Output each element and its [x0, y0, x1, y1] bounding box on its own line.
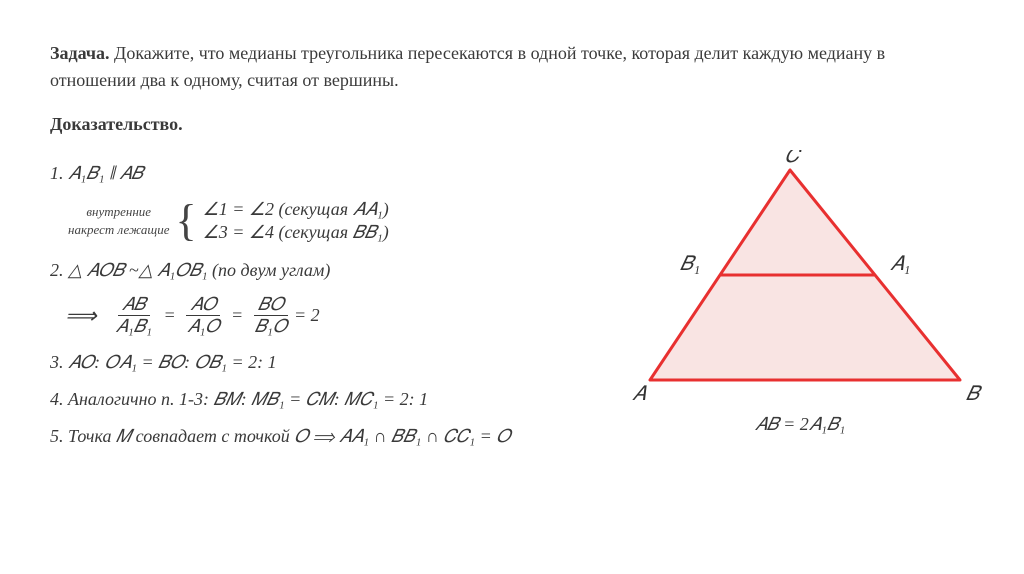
note-line-2: накрест лежащие	[68, 221, 169, 239]
fraction-3: 𝐵𝑂 𝐵₁𝑂	[251, 294, 291, 337]
svg-text:𝐶: 𝐶	[785, 150, 803, 167]
frac3-num: 𝐵𝑂	[254, 294, 288, 316]
content-container: 1. 𝐴₁𝐵₁ ∥ 𝐴𝐵 внутренние накрест лежащие …	[50, 150, 974, 460]
problem-label: Задача.	[50, 43, 110, 63]
svg-text:𝐵: 𝐵	[966, 383, 983, 405]
frac1-num: 𝐴𝐵	[118, 294, 150, 316]
triangle-diagram: 𝐶 𝐴 𝐵 𝐴₁ 𝐵₁	[610, 150, 990, 410]
eq-sign: =	[227, 305, 248, 326]
step-3: 3. 𝐴𝑂: 𝑂𝐴₁ = 𝐵𝑂: 𝑂𝐵₁ = 2: 1	[50, 349, 590, 376]
proof-column: 1. 𝐴₁𝐵₁ ∥ 𝐴𝐵 внутренние накрест лежащие …	[50, 150, 590, 460]
fraction-1: 𝐴𝐵 𝐴₁𝐵₁	[112, 294, 156, 337]
fraction-2: 𝐴𝑂 𝐴₁𝑂	[183, 294, 223, 337]
problem-statement: Задача. Докажите, что медианы треугольни…	[50, 40, 974, 94]
eq-sign: =	[159, 305, 180, 326]
implies-icon: ⟹	[65, 303, 97, 329]
problem-text: Докажите, что медианы треугольника перес…	[50, 43, 885, 90]
proof-heading: Доказательство.	[50, 114, 974, 135]
frac2-den: 𝐴₁𝑂	[183, 316, 223, 337]
svg-text:𝐴: 𝐴	[632, 383, 647, 405]
frac2-num: 𝐴𝑂	[186, 294, 220, 316]
svg-text:𝐵₁: 𝐵₁	[680, 253, 700, 275]
equals-two: = 2	[294, 305, 320, 326]
case-list: ∠1 = ∠2 (секущая 𝐴𝐴₁) ∠3 = ∠4 (секущая 𝐵…	[203, 197, 389, 245]
frac1-den: 𝐴₁𝐵₁	[112, 316, 156, 337]
step-1: 1. 𝐴₁𝐵₁ ∥ 𝐴𝐵	[50, 160, 590, 187]
case-1: ∠1 = ∠2 (секущая 𝐴𝐴₁)	[203, 199, 389, 220]
step-2: 2. △ 𝐴𝑂𝐵 ~△ 𝐴₁𝑂𝐵₁ (по двум углам)	[50, 257, 590, 284]
diagram-caption: 𝐴𝐵 = 2𝐴₁𝐵₁	[610, 414, 990, 435]
case-2: ∠3 = ∠4 (секущая 𝐵𝐵₁)	[203, 222, 389, 243]
left-brace-icon: {	[175, 199, 196, 243]
alt-angles-note: внутренние накрест лежащие	[68, 203, 169, 238]
note-line-1: внутренние	[68, 203, 169, 221]
ratio-equation: ⟹ 𝐴𝐵 𝐴₁𝐵₁ = 𝐴𝑂 𝐴₁𝑂 = 𝐵𝑂 𝐵₁𝑂 = 2	[65, 294, 590, 337]
step-1-cases: внутренние накрест лежащие { ∠1 = ∠2 (се…	[68, 197, 590, 245]
diagram-column: 𝐶 𝐴 𝐵 𝐴₁ 𝐵₁ 𝐴𝐵 = 2𝐴₁𝐵₁	[610, 150, 990, 460]
step-5: 5. Точка 𝑀 совпадает с точкой 𝑂 ⟹ 𝐴𝐴₁ ∩ …	[50, 423, 590, 450]
step-4: 4. Аналогично п. 1-3: 𝐵𝑀: 𝑀𝐵₁ = 𝐶𝑀: 𝑀𝐶₁ …	[50, 386, 590, 413]
svg-text:𝐴₁: 𝐴₁	[890, 253, 910, 275]
frac3-den: 𝐵₁𝑂	[251, 316, 291, 337]
